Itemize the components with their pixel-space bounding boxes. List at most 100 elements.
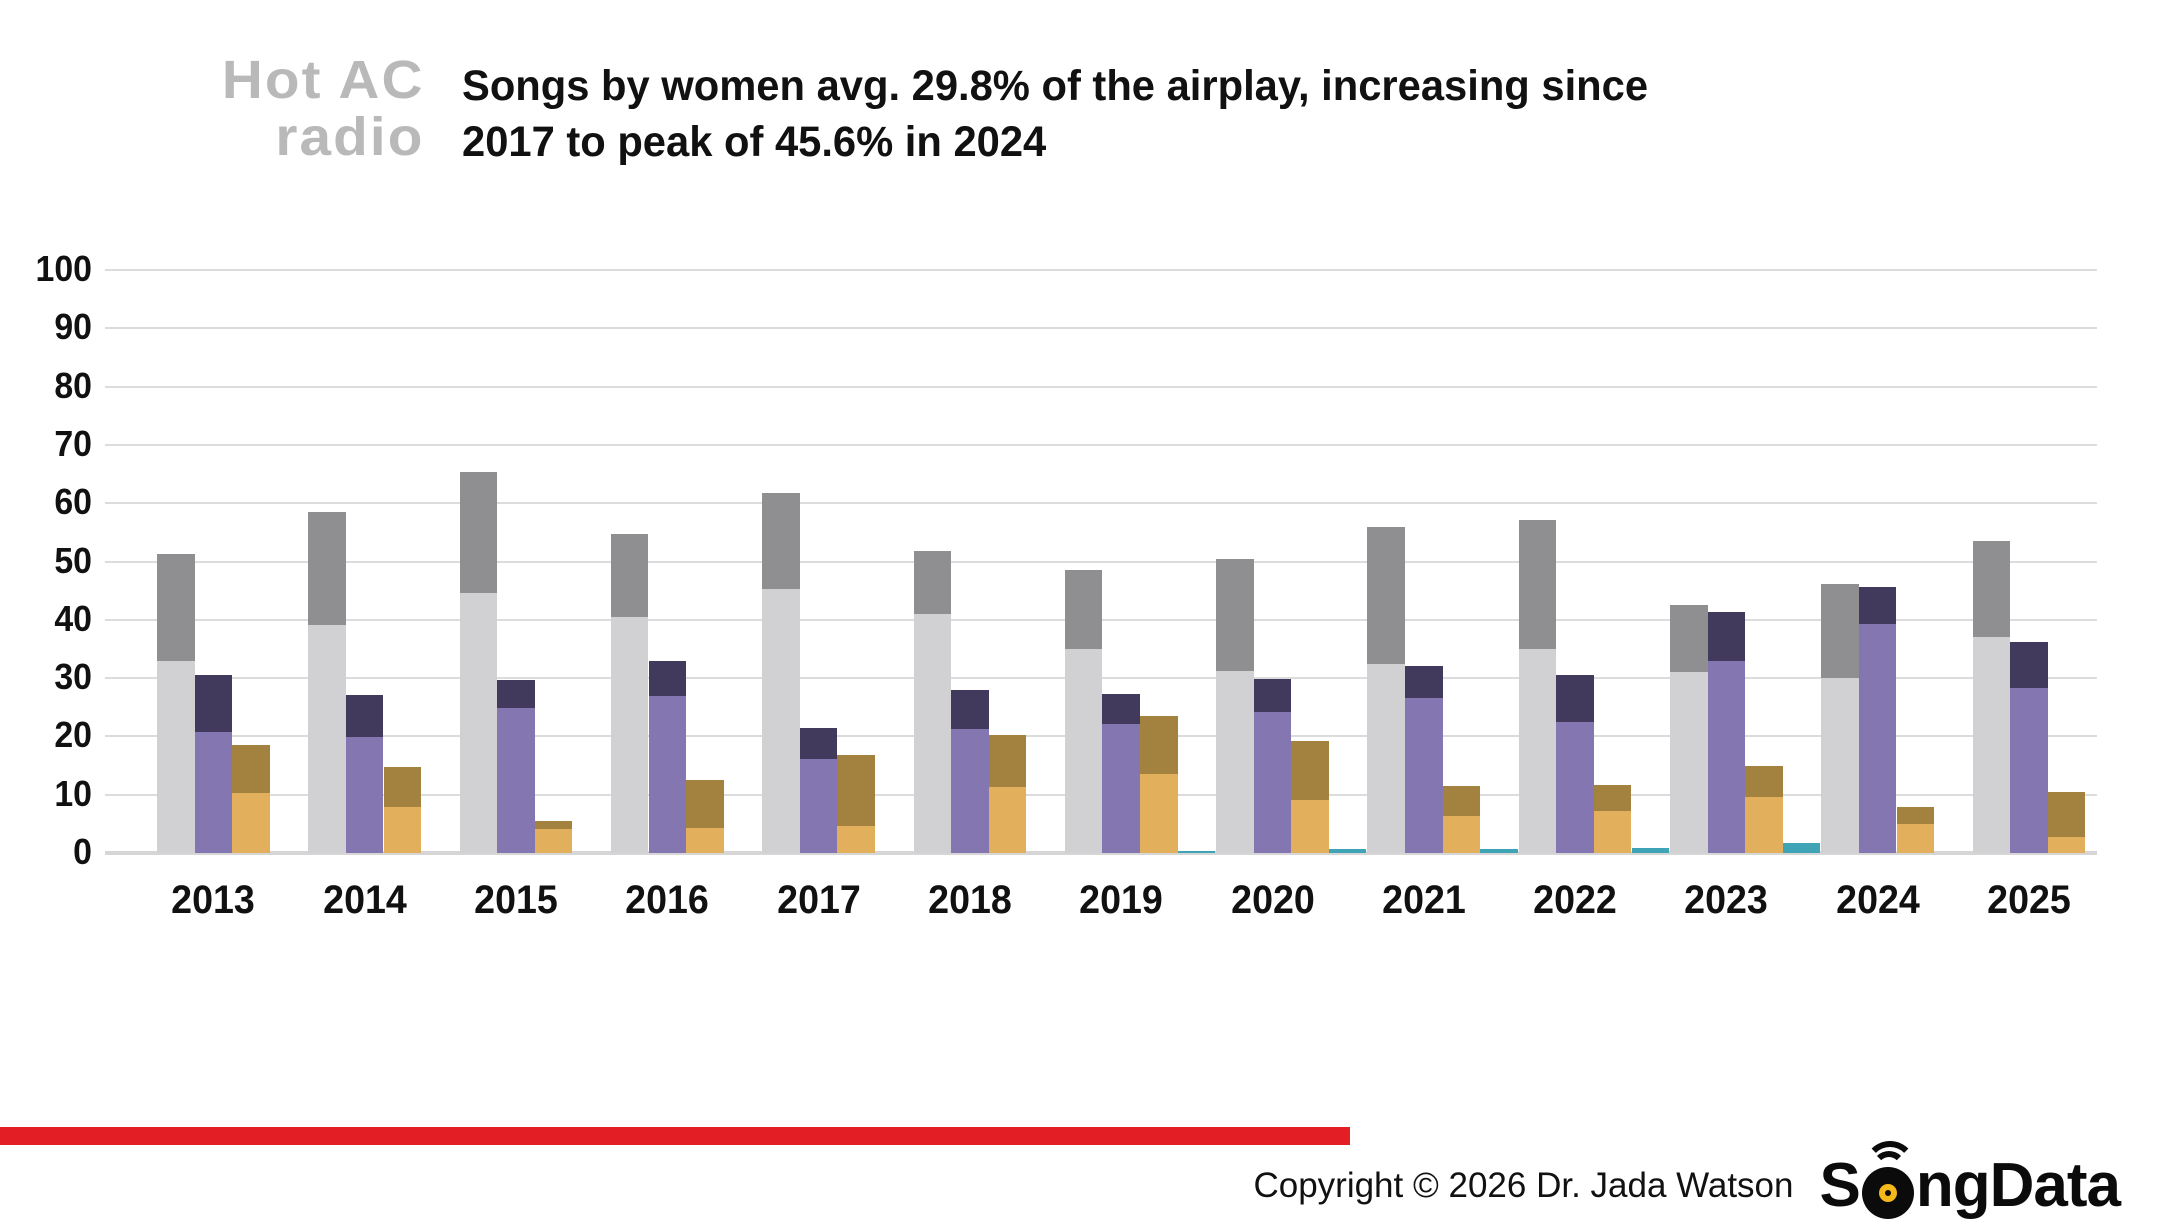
bar-2017-gray-dark bbox=[762, 493, 800, 589]
bar-2015-gold-dark bbox=[534, 820, 573, 830]
bar-2021-teal bbox=[1480, 848, 1518, 853]
bar-2013-purple-light bbox=[194, 731, 233, 853]
bar-2019-gray-dark bbox=[1064, 570, 1103, 649]
bar-2016-purple-dark bbox=[648, 660, 687, 697]
gridline-80 bbox=[105, 385, 2097, 388]
bar-2022-purple-light bbox=[1556, 721, 1594, 853]
bar-2019-purple-dark bbox=[1102, 693, 1140, 725]
x-tick-label-2022: 2022 bbox=[1533, 878, 1617, 922]
bar-2013-gray-light bbox=[157, 660, 195, 853]
y-tick-label-0: 0 bbox=[73, 831, 92, 872]
bar-2024-purple-light bbox=[1858, 623, 1897, 853]
bar-2015-gray-dark bbox=[459, 472, 498, 593]
bar-2017-gold-dark bbox=[837, 755, 875, 827]
y-tick-label-30: 30 bbox=[54, 656, 92, 698]
y-tick-label-50: 50 bbox=[54, 539, 92, 581]
bar-2015-purple-dark bbox=[497, 679, 535, 708]
bar-2023-gray-dark bbox=[1670, 605, 1708, 672]
bar-2019-purple-light bbox=[1102, 724, 1140, 853]
y-tick-label-70: 70 bbox=[54, 422, 92, 464]
station-logo-line1: Hot AC bbox=[221, 50, 425, 110]
bar-2020-gray-dark bbox=[1216, 559, 1254, 671]
bar-2025-gold-light bbox=[2047, 837, 2086, 853]
bar-2022-gray-dark bbox=[1518, 520, 1557, 649]
bar-2017-gold-light bbox=[837, 826, 875, 853]
bar-2020-gold-light bbox=[1291, 799, 1329, 853]
gridline-100 bbox=[105, 269, 2097, 271]
bar-2015-gold-light bbox=[534, 829, 573, 853]
station-logo: Hot AC radio bbox=[120, 52, 425, 166]
y-tick-label-80: 80 bbox=[54, 364, 92, 406]
bar-2014-gold-dark bbox=[383, 766, 422, 807]
x-tick-label-2013: 2013 bbox=[171, 878, 256, 922]
bar-2016-gray-light bbox=[610, 616, 649, 853]
bar-2018-gray-dark bbox=[913, 551, 952, 614]
bar-2023-gold-light bbox=[1745, 797, 1783, 853]
x-axis-line bbox=[105, 851, 2097, 855]
chart-title: Songs by women avg. 29.8% of the airplay… bbox=[462, 58, 1648, 170]
y-tick-label-10: 10 bbox=[54, 772, 92, 814]
x-tick-label-2019: 2019 bbox=[1079, 878, 1164, 922]
bar-2023-purple-light bbox=[1707, 660, 1746, 853]
copyright-text: Copyright © 2026 Dr. Jada Watson bbox=[1253, 1165, 1794, 1205]
y-tick-label-60: 60 bbox=[54, 481, 92, 523]
x-tick-label-2015: 2015 bbox=[474, 878, 558, 922]
songdata-logo-suffix: ngData bbox=[1915, 1151, 2121, 1220]
bar-2025-purple-dark bbox=[2010, 641, 2048, 689]
gridline-70 bbox=[105, 443, 2097, 446]
chart-title-line1: Songs by women avg. 29.8% of the airplay… bbox=[462, 62, 1649, 110]
y-tick-label-90: 90 bbox=[54, 306, 92, 348]
bar-2013-gold-dark bbox=[232, 745, 270, 793]
bar-2013-gold-light bbox=[232, 792, 270, 853]
x-tick-label-2025: 2025 bbox=[1987, 878, 2071, 922]
bar-2022-purple-dark bbox=[1556, 675, 1594, 722]
bar-2018-purple-light bbox=[951, 728, 989, 853]
bar-2024-purple-dark bbox=[1858, 587, 1897, 624]
bar-2023-teal bbox=[1782, 842, 1821, 853]
bar-2023-gray-light bbox=[1670, 671, 1708, 853]
bar-2025-gray-dark bbox=[1972, 541, 2011, 638]
bar-2024-gold-light bbox=[1896, 823, 1935, 853]
bar-2025-purple-light bbox=[2010, 688, 2048, 853]
bar-2016-gray-dark bbox=[610, 534, 649, 617]
x-tick-label-2018: 2018 bbox=[928, 878, 1012, 922]
bar-2022-gold-dark bbox=[1593, 784, 1632, 812]
bar-2023-purple-dark bbox=[1707, 612, 1746, 661]
bar-2015-purple-light bbox=[497, 707, 535, 853]
y-tick-label-40: 40 bbox=[54, 597, 92, 639]
bar-2015-gray-light bbox=[459, 592, 498, 853]
bar-2020-gray-light bbox=[1216, 670, 1254, 853]
bar-2021-gray-light bbox=[1367, 664, 1405, 853]
bar-2013-purple-dark bbox=[194, 675, 233, 732]
bar-2019-teal bbox=[1177, 850, 1216, 853]
bar-2021-gold-dark bbox=[1442, 785, 1481, 817]
bar-2021-purple-light bbox=[1405, 697, 1443, 853]
x-tick-label-2014: 2014 bbox=[322, 878, 407, 922]
gridline-90 bbox=[105, 327, 2097, 330]
bar-2018-gold-light bbox=[988, 787, 1027, 853]
x-tick-label-2017: 2017 bbox=[776, 878, 861, 922]
bar-2019-gold-light bbox=[1140, 774, 1178, 853]
bar-2022-teal bbox=[1631, 848, 1670, 853]
bar-2020-teal bbox=[1328, 848, 1367, 853]
bar-2014-purple-light bbox=[345, 736, 384, 853]
x-tick-label-2016: 2016 bbox=[625, 878, 710, 922]
bar-2022-gray-light bbox=[1518, 648, 1557, 853]
bar-2020-purple-dark bbox=[1253, 679, 1292, 712]
bar-2021-gold-light bbox=[1442, 816, 1481, 853]
bar-2016-gold-light bbox=[686, 827, 724, 853]
bar-2022-gold-light bbox=[1593, 811, 1632, 853]
plot-area bbox=[105, 269, 2097, 855]
bar-2024-gray-dark bbox=[1821, 583, 1859, 679]
bar-2019-gray-light bbox=[1064, 648, 1103, 853]
songdata-logo-prefix: S bbox=[1819, 1151, 1861, 1220]
x-tick-label-2021: 2021 bbox=[1381, 878, 1466, 922]
songdata-logo: S ngData bbox=[1819, 1140, 2121, 1221]
y-tick-label-20: 20 bbox=[54, 714, 92, 756]
bar-2016-gold-dark bbox=[686, 780, 724, 828]
bar-2013-gray-dark bbox=[157, 553, 195, 661]
bar-2014-gray-dark bbox=[308, 511, 346, 626]
x-tick-label-2023: 2023 bbox=[1684, 878, 1769, 922]
bar-2021-gray-dark bbox=[1367, 527, 1405, 665]
bar-2024-gold-dark bbox=[1896, 806, 1935, 824]
